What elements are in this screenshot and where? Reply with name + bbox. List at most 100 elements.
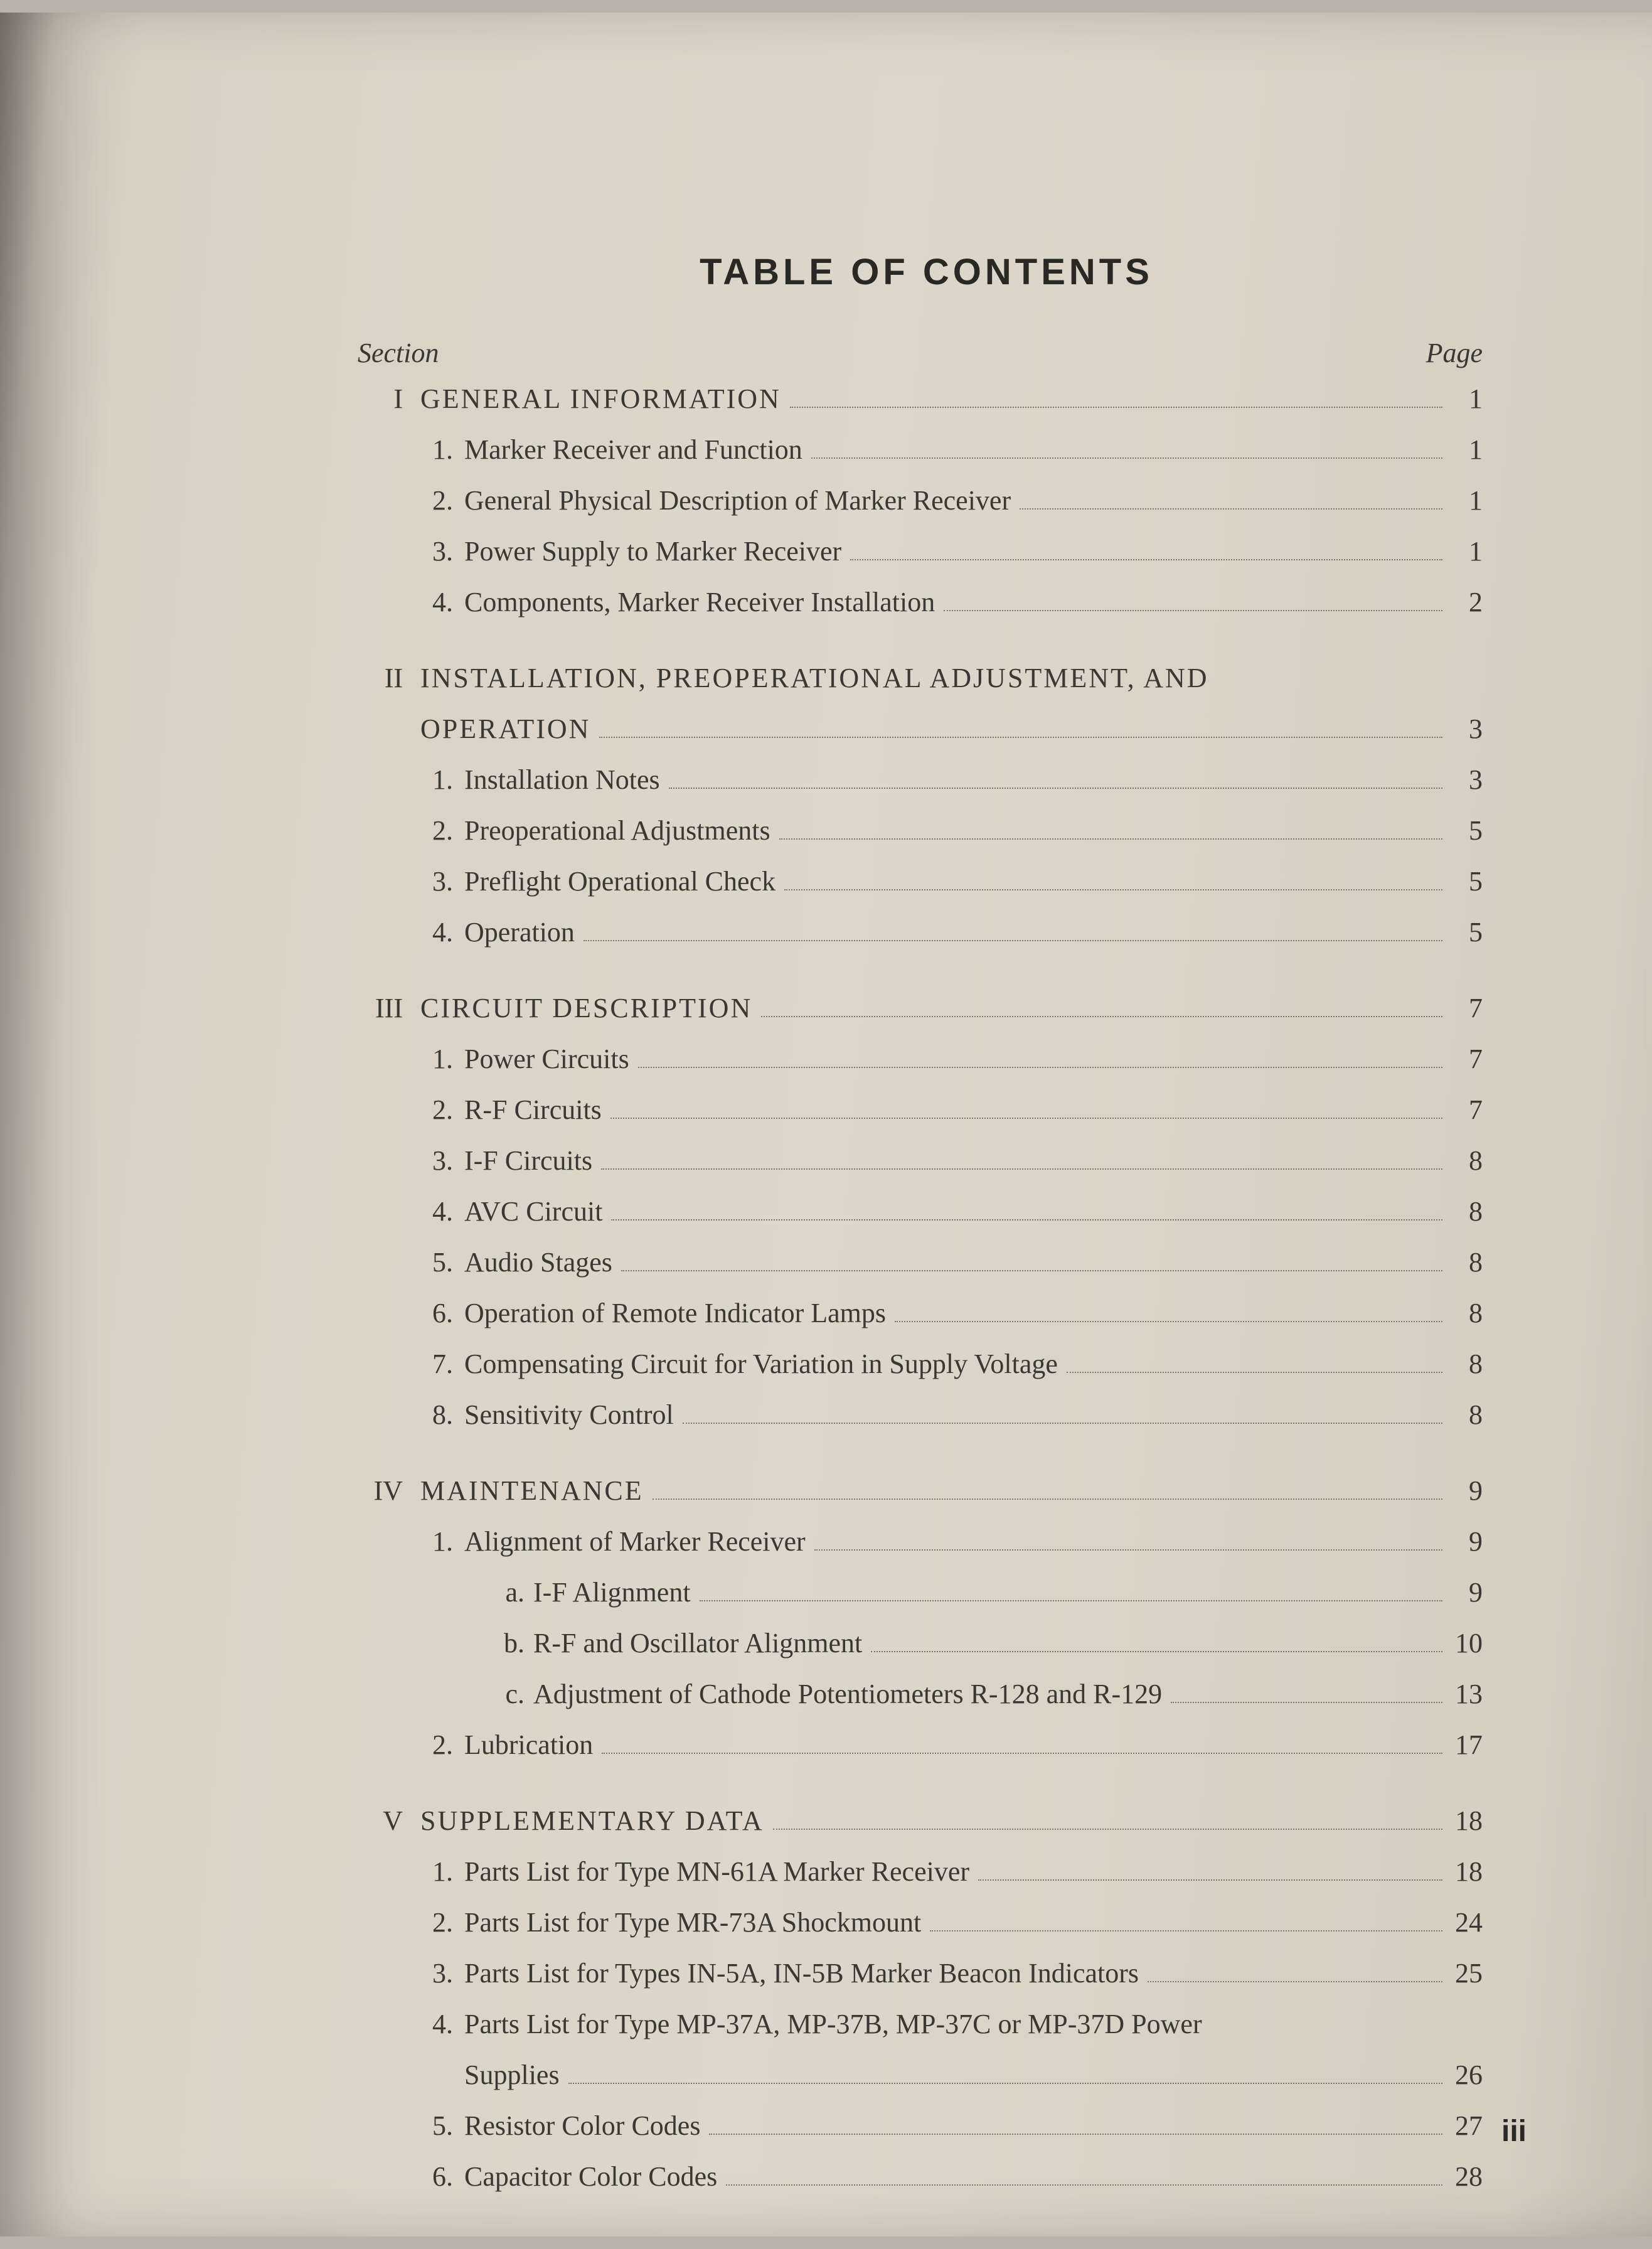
toc-entry: IIICIRCUIT DESCRIPTION7	[351, 992, 1501, 1024]
toc-entry: IGENERAL INFORMATION1	[351, 383, 1501, 415]
toc-entry: 5.Audio Stages8	[351, 1246, 1501, 1278]
toc-entry: 4.Operation5	[351, 916, 1501, 948]
page-number: 8	[1451, 1195, 1501, 1227]
item-number: 4.	[420, 1195, 464, 1227]
toc-entry: 3.Parts List for Types IN-5A, IN-5B Mark…	[351, 1957, 1501, 1989]
item-number: 4.	[420, 2008, 464, 2040]
leader-dots	[601, 1168, 1442, 1170]
toc-entry: a.I-F Alignment9	[351, 1576, 1501, 1608]
toc-entry: 6.Operation of Remote Indicator Lamps 8	[351, 1297, 1501, 1329]
leader-dots	[584, 940, 1442, 941]
section-roman: III	[351, 992, 420, 1024]
section-gap	[351, 967, 1501, 992]
page-number: 17	[1451, 1729, 1501, 1761]
document-page: TABLE OF CONTENTS Section Page IGENERAL …	[0, 13, 1652, 2236]
toc-entry: 2.R-F Circuits7	[351, 1094, 1501, 1126]
leader-dots	[638, 1067, 1442, 1068]
toc-entry: Supplies26	[464, 2059, 1501, 2091]
page-number: 9	[1451, 1576, 1501, 1608]
toc-entry: 2.Parts List for Type MR-73A Shockmount2…	[351, 1906, 1501, 1938]
item-label: Operation of Remote Indicator Lamps	[464, 1297, 891, 1329]
item-number: 3.	[420, 865, 464, 897]
section-roman: IV	[351, 1475, 420, 1507]
item-number: 7.	[420, 1348, 464, 1380]
toc-entry: 3.Preflight Operational Check5	[351, 865, 1501, 897]
item-number: 5.	[420, 1246, 464, 1278]
item-label: Preflight Operational Check	[464, 865, 781, 897]
leader-dots	[611, 1219, 1442, 1221]
item-label-cont: Supplies	[464, 2059, 565, 2091]
item-number: 1.	[420, 1043, 464, 1075]
item-number: 3.	[420, 1145, 464, 1177]
toc-entry: 3.I-F Circuits8	[351, 1145, 1501, 1177]
leader-dots	[599, 737, 1442, 738]
item-label: Power Supply to Marker Receiver	[464, 535, 846, 567]
page-number: 27	[1451, 2110, 1501, 2142]
item-label: Parts List for Type MR-73A Shockmount	[464, 1906, 926, 1938]
toc-entry: 1.Alignment of Marker Receiver9	[351, 1525, 1501, 1557]
page-number: 10	[1451, 1627, 1501, 1659]
item-number: 2.	[420, 1729, 464, 1761]
subitem-label: Adjustment of Cathode Potentiometers R-1…	[533, 1678, 1167, 1710]
leader-dots	[700, 1600, 1442, 1601]
page-title: TABLE OF CONTENTS	[351, 251, 1501, 293]
page-number: 7	[1451, 1043, 1501, 1075]
leader-dots	[1067, 1372, 1442, 1373]
page-number: 3	[1451, 764, 1501, 796]
item-label: R-F Circuits	[464, 1094, 607, 1126]
toc-entry: 4.AVC Circuit8	[351, 1195, 1501, 1227]
item-number: 6.	[420, 1297, 464, 1329]
leader-dots	[814, 1549, 1442, 1551]
toc-entry: IVMAINTENANCE 9	[351, 1475, 1501, 1507]
item-label: Resistor Color Codes	[464, 2110, 705, 2142]
toc-header: Section Page	[351, 337, 1501, 369]
leader-dots	[621, 1270, 1442, 1271]
leader-dots	[610, 1118, 1442, 1119]
item-number: 2.	[420, 484, 464, 516]
leader-dots	[944, 610, 1442, 611]
toc-entry: 2.Preoperational Adjustments5	[351, 815, 1501, 847]
page-number: 8	[1451, 1348, 1501, 1380]
toc-entry: 1.Marker Receiver and Function 1	[351, 434, 1501, 466]
section-gap	[351, 637, 1501, 662]
item-number: 5.	[420, 2110, 464, 2142]
item-number: 1.	[420, 434, 464, 466]
section-roman: I	[351, 383, 420, 415]
toc-entry: 1.Parts List for Type MN-61A Marker Rece…	[351, 1856, 1501, 1888]
item-label: Parts List for Types IN-5A, IN-5B Marker…	[464, 1957, 1144, 1989]
leader-dots	[850, 559, 1442, 560]
leader-dots	[779, 838, 1442, 840]
page-number: 8	[1451, 1297, 1501, 1329]
item-number: 4.	[420, 586, 464, 618]
item-number: 8.	[420, 1399, 464, 1431]
page-number: 8	[1451, 1246, 1501, 1278]
leader-dots	[602, 1753, 1442, 1754]
item-number: 3.	[420, 535, 464, 567]
leader-dots	[978, 1879, 1442, 1881]
page-number: 25	[1451, 1957, 1501, 1989]
page-number: 9	[1451, 1475, 1501, 1507]
item-label: General Physical Description of Marker R…	[464, 484, 1016, 516]
page-number: 1	[1451, 535, 1501, 567]
page-number: 1	[1451, 434, 1501, 466]
item-number: 2.	[420, 1094, 464, 1126]
item-label: Alignment of Marker Receiver	[464, 1525, 811, 1557]
item-number: 2.	[420, 1906, 464, 1938]
header-page-label: Page	[1426, 337, 1483, 369]
item-label: Parts List for Type MN-61A Marker Receiv…	[464, 1856, 974, 1888]
leader-dots	[726, 2184, 1442, 2186]
toc-entry: 3.Power Supply to Marker Receiver 1	[351, 535, 1501, 567]
page-number: 2	[1451, 586, 1501, 618]
item-number: 4.	[420, 916, 464, 948]
page-number: 8	[1451, 1145, 1501, 1177]
section-label: MAINTENANCE	[420, 1475, 649, 1507]
page-number: 8	[1451, 1399, 1501, 1431]
subitem-letter: a.	[496, 1576, 533, 1608]
leader-dots	[784, 889, 1442, 890]
subitem-letter: b.	[496, 1627, 533, 1659]
item-label: Capacitor Color Codes	[464, 2161, 722, 2193]
section-gap	[351, 1780, 1501, 1805]
page-number: 18	[1451, 1805, 1501, 1837]
page-number: 5	[1451, 916, 1501, 948]
item-label: Marker Receiver and Function	[464, 434, 807, 466]
